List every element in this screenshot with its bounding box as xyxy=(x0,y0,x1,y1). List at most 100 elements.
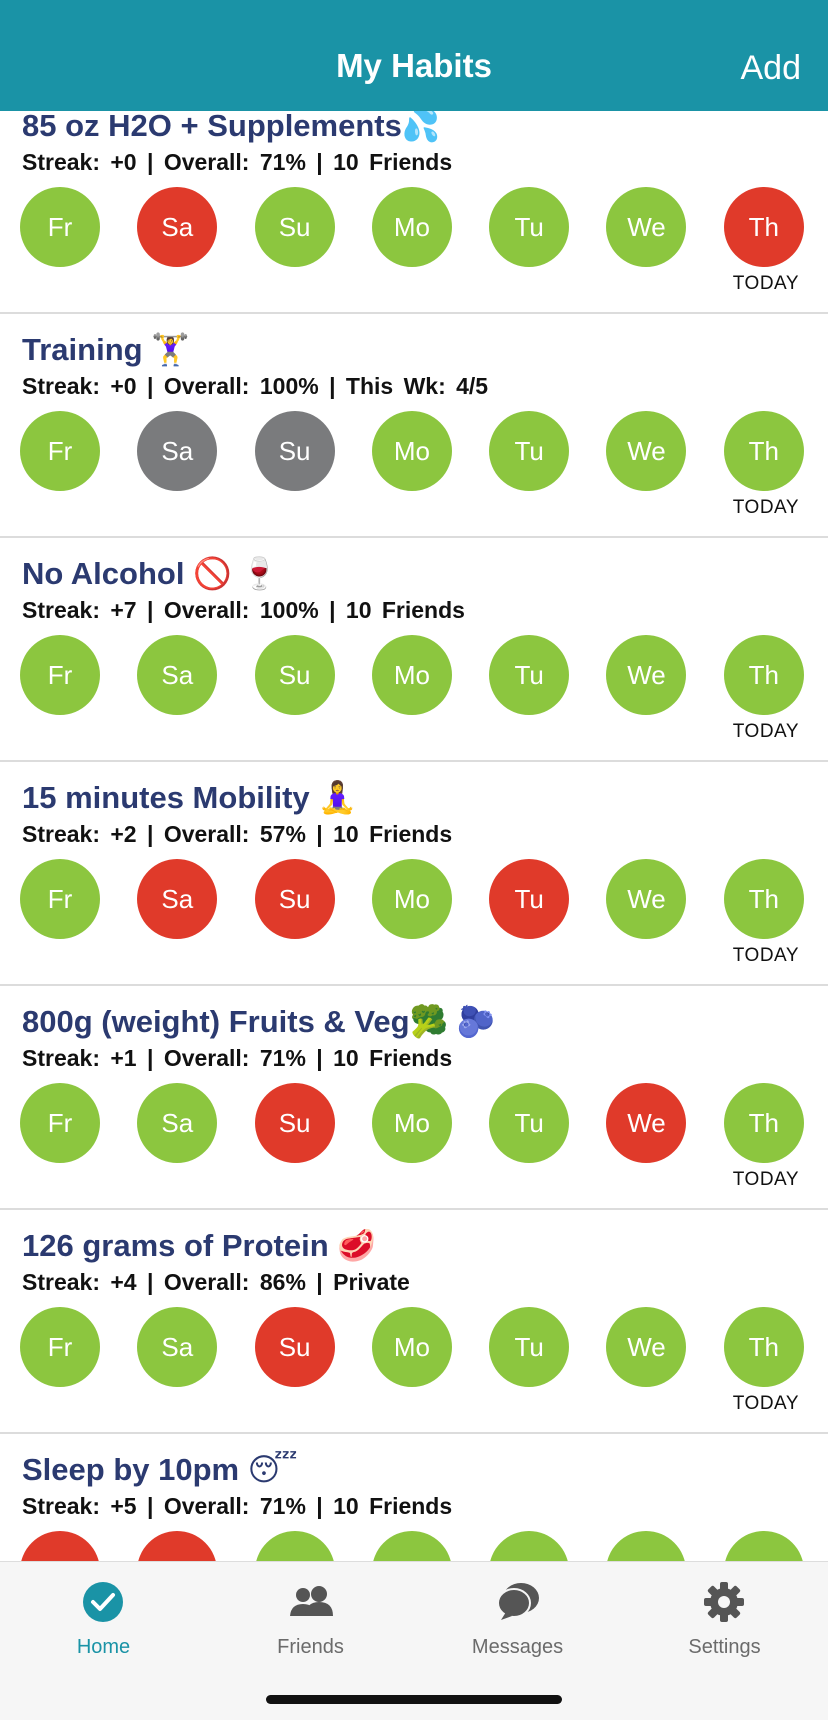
day-circle[interactable]: Su xyxy=(254,187,335,267)
habit-title: 126 grams of Protein 🥩 xyxy=(22,1228,376,1263)
nav-bar: My Habits Add xyxy=(0,0,828,111)
day-circle[interactable]: Mo xyxy=(371,1083,452,1163)
day-row: Fr Sa Su Mo Tu We Th xyxy=(20,411,804,491)
habit-title: 85 oz H2O + Supplements💦 xyxy=(22,111,441,143)
tab-bar: Home Friends Messages Settings xyxy=(0,1561,828,1720)
tab-messages[interactable]: Messages xyxy=(414,1562,621,1672)
day-circle[interactable]: Su xyxy=(254,1531,335,1561)
day-circle[interactable]: We xyxy=(606,411,687,491)
day-circle[interactable]: Su xyxy=(254,859,335,939)
day-circle[interactable]: Tu xyxy=(489,1307,570,1387)
add-button[interactable]: Add xyxy=(740,49,802,87)
day-row: Fr Sa Su Mo Tu We Th xyxy=(20,635,804,715)
day-row: Fr Sa Su Mo Tu We Th xyxy=(20,1307,804,1387)
day-circle[interactable]: Th xyxy=(723,859,804,939)
habit-stats: Streak: +2 | Overall: 57% | 10 Friends xyxy=(22,821,453,847)
habit-stats: Streak: +4 | Overall: 86% | Private xyxy=(22,1269,410,1295)
day-circle[interactable]: Tu xyxy=(489,635,570,715)
tab-label: Friends xyxy=(277,1636,344,1658)
home-indicator xyxy=(266,1695,562,1704)
day-circle[interactable]: Fr xyxy=(20,635,100,715)
tab-label: Home xyxy=(76,1636,131,1658)
day-circle[interactable]: Th xyxy=(723,635,804,715)
today-label: TODAY xyxy=(732,1393,799,1414)
habit-stats: Streak: +1 | Overall: 71% | 10 Friends xyxy=(22,1045,453,1071)
habit-stats: Streak: +5 | Overall: 71% | 10 Friends xyxy=(22,1493,453,1519)
day-circle[interactable]: Su xyxy=(254,635,335,715)
day-circle[interactable]: Sa xyxy=(137,1307,218,1387)
habit-row: Sleep by 10pm 😴 Streak: +5 | Overall: 71%… xyxy=(0,1434,828,1561)
messages-icon xyxy=(497,1583,539,1620)
tab-settings[interactable]: Settings xyxy=(621,1562,828,1672)
day-circle[interactable]: Mo xyxy=(371,411,452,491)
habit-row: 85 oz H2O + Supplements💦 Streak: +0 | Ove… xyxy=(0,111,828,314)
day-circle[interactable]: Tu xyxy=(489,1083,570,1163)
settings-icon xyxy=(704,1582,744,1622)
day-circle[interactable]: Mo xyxy=(371,635,452,715)
day-circle[interactable]: Fr xyxy=(20,187,100,267)
day-circle[interactable]: Su xyxy=(254,1307,335,1387)
habit-stats: Streak: +0 | Overall: 100% | This Wk: 4/… xyxy=(22,373,489,399)
habit-stats: Streak: +7 | Overall: 100% | 10 Friends xyxy=(22,597,465,623)
day-circle[interactable]: Sa xyxy=(137,859,218,939)
day-circle[interactable]: Tu xyxy=(489,411,570,491)
day-circle[interactable]: Sa xyxy=(137,411,218,491)
habit-title: 800g (weight) Fruits & Veg🥦 🫐 xyxy=(22,1004,496,1039)
tab-home[interactable]: Home xyxy=(0,1562,207,1672)
day-circle[interactable]: Mo xyxy=(371,187,452,267)
habit-row: No Alcohol 🚫 🍷 Streak: +7 | Overall: 100%… xyxy=(0,538,828,762)
habit-list: 85 oz H2O + Supplements💦 Streak: +0 | Ove… xyxy=(0,111,828,1561)
day-circle[interactable]: Th xyxy=(723,1531,804,1561)
day-circle[interactable]: Tu xyxy=(489,859,570,939)
habit-stats: Streak: +0 | Overall: 71% | 10 Friends xyxy=(22,149,453,175)
day-circle[interactable]: Th xyxy=(723,1083,804,1163)
day-circle[interactable]: Th xyxy=(723,1307,804,1387)
day-circle[interactable]: Fr xyxy=(20,859,100,939)
habit-row: Training 🏋️‍♀️ Streak: +0 | Overall: 100%… xyxy=(0,314,828,538)
nav-title: My Habits xyxy=(336,47,492,84)
today-label: TODAY xyxy=(732,721,799,742)
day-circle[interactable]: Sa xyxy=(137,187,218,267)
day-circle[interactable]: Sa xyxy=(137,1531,218,1561)
day-circle[interactable]: Mo xyxy=(371,1307,452,1387)
day-circle[interactable]: We xyxy=(606,187,687,267)
day-circle[interactable]: Fr xyxy=(20,1083,100,1163)
day-circle[interactable]: Tu xyxy=(489,187,570,267)
habit-title: No Alcohol 🚫 🍷 xyxy=(22,556,279,591)
day-circle[interactable]: Su xyxy=(254,411,335,491)
day-circle[interactable]: Tu xyxy=(489,1531,570,1561)
day-row: Fr Sa Su Mo Tu We Th xyxy=(20,859,804,939)
habit-title: Training 🏋️‍♀️ xyxy=(22,332,190,367)
today-label: TODAY xyxy=(732,1169,799,1190)
day-circle[interactable]: Th xyxy=(723,187,804,267)
day-circle[interactable]: Sa xyxy=(137,1083,218,1163)
habit-row: 15 minutes Mobility 🧘‍♀️ Streak: +2 | Ove… xyxy=(0,762,828,986)
day-circle[interactable]: Sa xyxy=(137,635,218,715)
day-row: Fr Sa Su Mo Tu We Th xyxy=(20,187,804,267)
day-row: Fr Sa Su Mo Tu We Th xyxy=(20,1083,804,1163)
today-label: TODAY xyxy=(732,945,799,966)
day-circle[interactable]: We xyxy=(606,1531,687,1561)
tab-friends[interactable]: Friends xyxy=(207,1562,414,1672)
day-circle[interactable]: We xyxy=(606,1307,687,1387)
day-circle[interactable]: Th xyxy=(723,411,804,491)
day-circle[interactable]: We xyxy=(606,1083,687,1163)
day-circle[interactable]: Fr xyxy=(20,1531,100,1561)
habit-title: Sleep by 10pm 😴 xyxy=(22,1452,298,1487)
friends-icon xyxy=(290,1586,333,1616)
day-circle[interactable]: We xyxy=(606,635,687,715)
day-circle[interactable]: We xyxy=(606,859,687,939)
day-circle[interactable]: Su xyxy=(254,1083,335,1163)
habit-title: 15 minutes Mobility 🧘‍♀️ xyxy=(22,780,357,815)
habit-row: 800g (weight) Fruits & Veg🥦 🫐 Streak: +1 … xyxy=(0,986,828,1210)
today-label: TODAY xyxy=(732,497,799,518)
day-circle[interactable]: Fr xyxy=(20,411,100,491)
tab-label: Messages xyxy=(471,1636,564,1658)
day-circle[interactable]: Mo xyxy=(371,859,452,939)
day-circle[interactable]: Fr xyxy=(20,1307,100,1387)
habit-list-viewport: 85 oz H2O + Supplements💦 Streak: +0 | Ove… xyxy=(0,111,828,1561)
day-row: Fr Sa Su Mo Tu We Th xyxy=(20,1531,804,1561)
habit-row: 126 grams of Protein 🥩 Streak: +4 | Overa… xyxy=(0,1210,828,1434)
day-circle[interactable]: Mo xyxy=(371,1531,452,1561)
